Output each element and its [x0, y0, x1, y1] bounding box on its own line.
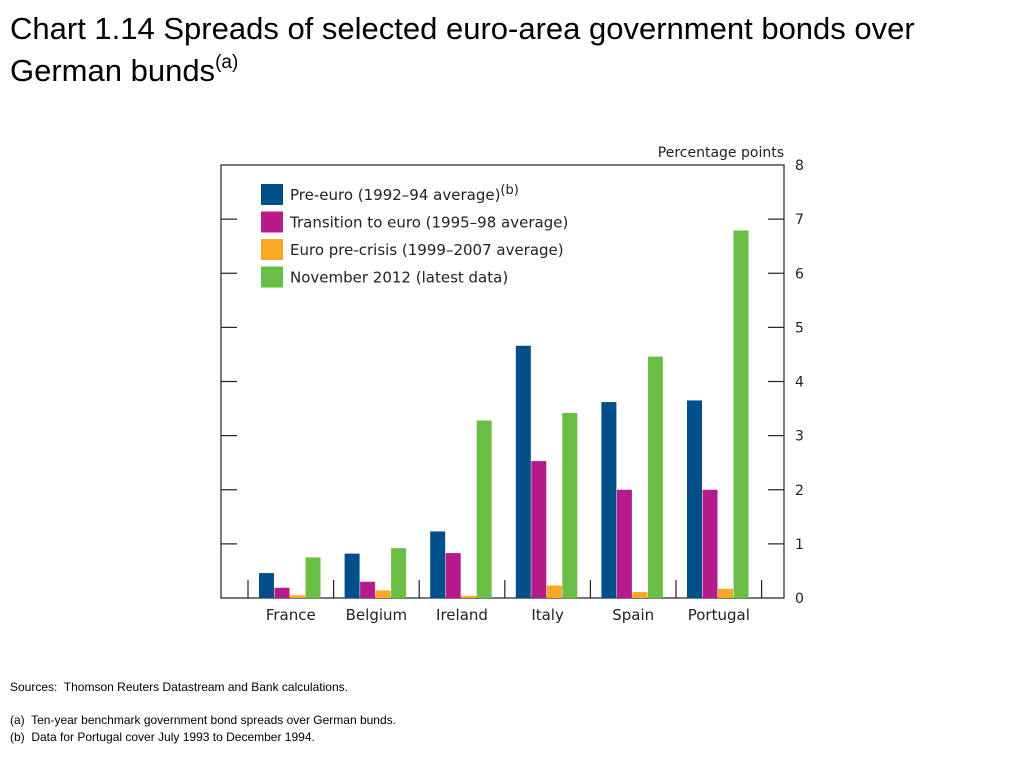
bar-5-2	[718, 588, 733, 598]
y-tick-label: 0	[795, 591, 804, 607]
bar-3-2	[546, 585, 562, 598]
legend-swatch	[261, 239, 283, 260]
bar-4-2	[632, 592, 648, 598]
legend-footnote-ref: (b)	[500, 183, 518, 198]
bar-1-3	[391, 548, 407, 598]
x-tick-label: Ireland	[436, 606, 488, 624]
bar-3-1	[531, 461, 547, 598]
bar-5-3	[733, 230, 749, 598]
footnote-b: (b) Data for Portugal cover July 1993 to…	[10, 730, 315, 744]
bar-4-1	[616, 489, 632, 598]
bar-1-2	[375, 590, 391, 598]
bar-4-0	[601, 402, 617, 598]
y-tick-label: 8	[795, 158, 804, 174]
legend-label: Transition to euro (1995–98 average)	[289, 214, 568, 232]
y-tick-label: 3	[795, 429, 804, 445]
bar-1-1	[360, 581, 376, 598]
legend-swatch	[261, 266, 283, 288]
bar-0-2	[290, 595, 305, 598]
y-tick-label: 7	[795, 212, 804, 228]
sources-note: Sources: Thomson Reuters Datastream and …	[10, 680, 348, 694]
legend-label-text: Pre-euro (1992–94 average)	[290, 186, 500, 204]
bar-2-2	[461, 595, 477, 598]
bar-1-0	[344, 553, 360, 598]
bar-5-0	[687, 400, 702, 598]
bar-2-1	[445, 553, 461, 598]
x-tick-label: Italy	[531, 606, 564, 624]
page-title: Chart 1.14 Spreads of selected euro-area…	[10, 8, 1010, 97]
y-tick-label: 1	[795, 537, 804, 553]
y-tick-label: 5	[795, 320, 804, 336]
y-axis-label: Percentage points	[658, 145, 784, 161]
bar-2-3	[476, 420, 492, 598]
x-tick-label: Spain	[612, 606, 654, 624]
legend-label: Pre-euro (1992–94 average)(b)	[290, 183, 519, 204]
legend-label: November 2012 (latest data)	[290, 269, 508, 287]
bar-4-3	[647, 356, 663, 598]
y-tick-label: 6	[795, 266, 804, 282]
bar-5-1	[702, 489, 718, 598]
y-tick-label: 4	[795, 375, 804, 391]
bar-2-0	[430, 531, 446, 598]
legend-label-text: November 2012 (latest data)	[290, 269, 508, 287]
legend-label-text: Transition to euro (1995–98 average)	[289, 214, 568, 232]
bar-3-3	[562, 412, 578, 598]
y-tick-label: 2	[795, 483, 804, 499]
legend-label-text: Euro pre-crisis (1999–2007 average)	[290, 241, 564, 259]
x-tick-label: France	[266, 606, 316, 624]
footnote-a: (a) Ten-year benchmark government bond s…	[10, 713, 396, 727]
x-tick-label: Portugal	[688, 606, 750, 624]
bar-0-0	[259, 573, 274, 598]
legend-swatch	[261, 211, 283, 233]
footnotes: Sources: Thomson Reuters Datastream and …	[10, 679, 1010, 746]
bar-chart: 0 1 2 3 4 5 6 7 8 Percentage points France Belgium I…	[220, 145, 804, 624]
bar-0-3	[305, 557, 321, 598]
legend-label: Euro pre-crisis (1999–2007 average)	[290, 241, 564, 259]
bar-0-1	[274, 587, 290, 598]
title-footnote-ref: (a)	[215, 52, 239, 73]
legend-swatch	[261, 184, 283, 205]
x-tick-label: Belgium	[346, 606, 408, 624]
bar-3-0	[515, 345, 531, 598]
title-text: Chart 1.14 Spreads of selected euro-area…	[10, 11, 915, 88]
